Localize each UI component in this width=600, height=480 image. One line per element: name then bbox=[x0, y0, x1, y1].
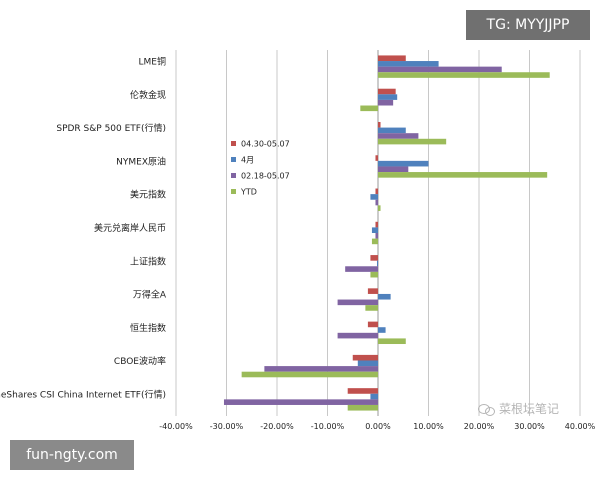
bar bbox=[345, 266, 378, 272]
bar bbox=[375, 233, 378, 239]
bar bbox=[337, 299, 378, 306]
bar bbox=[376, 260, 378, 267]
legend-swatch bbox=[231, 141, 236, 146]
bar bbox=[378, 138, 447, 145]
legend-label: YTD bbox=[240, 188, 257, 197]
bar bbox=[378, 293, 391, 300]
bar bbox=[371, 238, 378, 245]
x-tick-label: -20.00% bbox=[260, 422, 294, 431]
watermark: 菜根坛笔记 bbox=[478, 400, 559, 417]
bar bbox=[378, 61, 439, 67]
bar bbox=[378, 66, 502, 73]
bar bbox=[378, 88, 396, 95]
bar bbox=[367, 321, 378, 328]
category-label: 美元兑离岸人民币 bbox=[94, 222, 166, 234]
bar bbox=[370, 194, 378, 200]
x-tick-label: 20.00% bbox=[464, 422, 495, 431]
category-label: 万得全A bbox=[133, 289, 167, 301]
bar bbox=[375, 188, 378, 195]
bar bbox=[378, 327, 386, 333]
bar bbox=[378, 160, 429, 167]
legend-label: 02.18-05.07 bbox=[241, 172, 290, 181]
bar bbox=[370, 255, 378, 261]
legend-label: 04.30-05.07 bbox=[241, 140, 290, 149]
category-label: 美元指数 bbox=[130, 189, 166, 201]
footer-badge: fun-ngty.com bbox=[10, 440, 134, 470]
bar bbox=[378, 338, 406, 345]
bar bbox=[378, 72, 550, 78]
watermark-text: 菜根坛笔记 bbox=[499, 402, 560, 416]
bar bbox=[378, 99, 394, 106]
bar bbox=[378, 205, 381, 211]
bar bbox=[375, 221, 378, 228]
bar bbox=[337, 332, 378, 339]
bar bbox=[347, 404, 378, 411]
tg-badge: TG: MYYJJPP bbox=[466, 10, 590, 40]
bar bbox=[375, 199, 378, 206]
bar bbox=[352, 354, 378, 361]
bar bbox=[371, 227, 378, 233]
category-label: LME铜 bbox=[139, 56, 166, 68]
bar bbox=[370, 271, 378, 278]
bar bbox=[370, 393, 378, 400]
bar bbox=[357, 360, 378, 367]
bar bbox=[241, 371, 378, 378]
x-tick-label: -30.00% bbox=[210, 422, 244, 431]
x-tick-label: -40.00% bbox=[159, 422, 193, 431]
bar bbox=[378, 166, 409, 173]
bar bbox=[347, 388, 378, 394]
x-tick-label: -10.00% bbox=[311, 422, 345, 431]
bar bbox=[378, 94, 398, 100]
legend-swatch bbox=[231, 157, 236, 162]
category-label: NYMEX原油 bbox=[116, 155, 166, 167]
bar bbox=[378, 121, 381, 128]
x-tick-label: 10.00% bbox=[413, 422, 444, 431]
bar bbox=[378, 133, 419, 139]
category-label: KraneShares CSI China Internet ETF(行情) bbox=[0, 388, 166, 400]
legend-swatch bbox=[231, 173, 236, 178]
category-label: 上证指数 bbox=[130, 255, 166, 267]
legend-label: 4月 bbox=[241, 156, 254, 165]
bar bbox=[264, 366, 378, 372]
category-label: CBOE波动率 bbox=[114, 355, 166, 367]
bar bbox=[378, 55, 406, 62]
x-tick-label: 30.00% bbox=[514, 422, 545, 431]
wechat-icon bbox=[478, 403, 496, 416]
x-tick-label: 40.00% bbox=[565, 422, 596, 431]
bar bbox=[365, 305, 378, 311]
x-tick-label: 0.00% bbox=[365, 422, 391, 431]
category-label: 恒生指数 bbox=[130, 322, 166, 334]
category-label: SPDR S&P 500 ETF(行情) bbox=[56, 122, 166, 134]
bar bbox=[375, 155, 378, 161]
legend-swatch bbox=[231, 189, 236, 194]
bar bbox=[378, 127, 406, 134]
category-label: 伦敦金现 bbox=[130, 89, 166, 101]
bar bbox=[367, 288, 378, 294]
bar bbox=[378, 172, 548, 178]
bar bbox=[223, 399, 378, 405]
bar bbox=[360, 105, 378, 112]
